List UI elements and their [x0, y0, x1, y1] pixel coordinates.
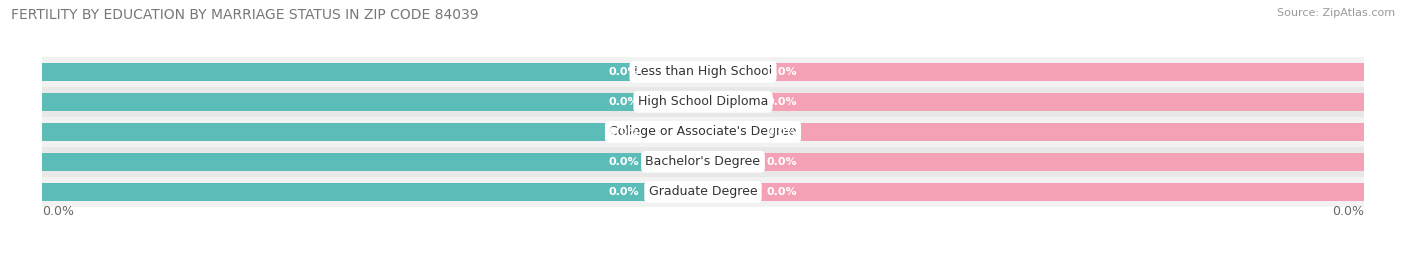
Bar	[703, 183, 1364, 201]
Text: Source: ZipAtlas.com: Source: ZipAtlas.com	[1277, 8, 1395, 18]
Text: 0.0%: 0.0%	[768, 97, 797, 107]
Text: FERTILITY BY EDUCATION BY MARRIAGE STATUS IN ZIP CODE 84039: FERTILITY BY EDUCATION BY MARRIAGE STATU…	[11, 8, 479, 22]
Bar	[42, 117, 1364, 147]
Text: 0.0%: 0.0%	[1331, 205, 1364, 218]
Text: 0.0%: 0.0%	[609, 157, 638, 167]
Bar	[703, 93, 1364, 111]
Text: 0.0%: 0.0%	[42, 205, 75, 218]
Bar	[42, 122, 703, 141]
Text: 0.0%: 0.0%	[768, 67, 797, 77]
Text: 0.0%: 0.0%	[609, 127, 638, 137]
Bar	[42, 177, 1364, 207]
Bar	[42, 147, 1364, 177]
Text: Graduate Degree: Graduate Degree	[648, 185, 758, 198]
Bar	[42, 153, 703, 171]
Bar	[703, 122, 1364, 141]
Bar	[703, 153, 1364, 171]
Text: 0.0%: 0.0%	[768, 157, 797, 167]
Text: 0.0%: 0.0%	[768, 187, 797, 197]
Text: 0.0%: 0.0%	[768, 127, 797, 137]
Text: High School Diploma: High School Diploma	[638, 95, 768, 108]
Text: College or Associate's Degree: College or Associate's Degree	[609, 125, 797, 138]
Bar	[42, 62, 703, 81]
Bar	[42, 87, 1364, 117]
Bar	[42, 183, 703, 201]
Text: 0.0%: 0.0%	[609, 97, 638, 107]
Text: 0.0%: 0.0%	[609, 187, 638, 197]
Bar	[42, 57, 1364, 87]
Bar	[703, 62, 1364, 81]
Text: 0.0%: 0.0%	[609, 67, 638, 77]
Text: Less than High School: Less than High School	[634, 65, 772, 78]
Text: Bachelor's Degree: Bachelor's Degree	[645, 155, 761, 168]
Bar	[42, 93, 703, 111]
